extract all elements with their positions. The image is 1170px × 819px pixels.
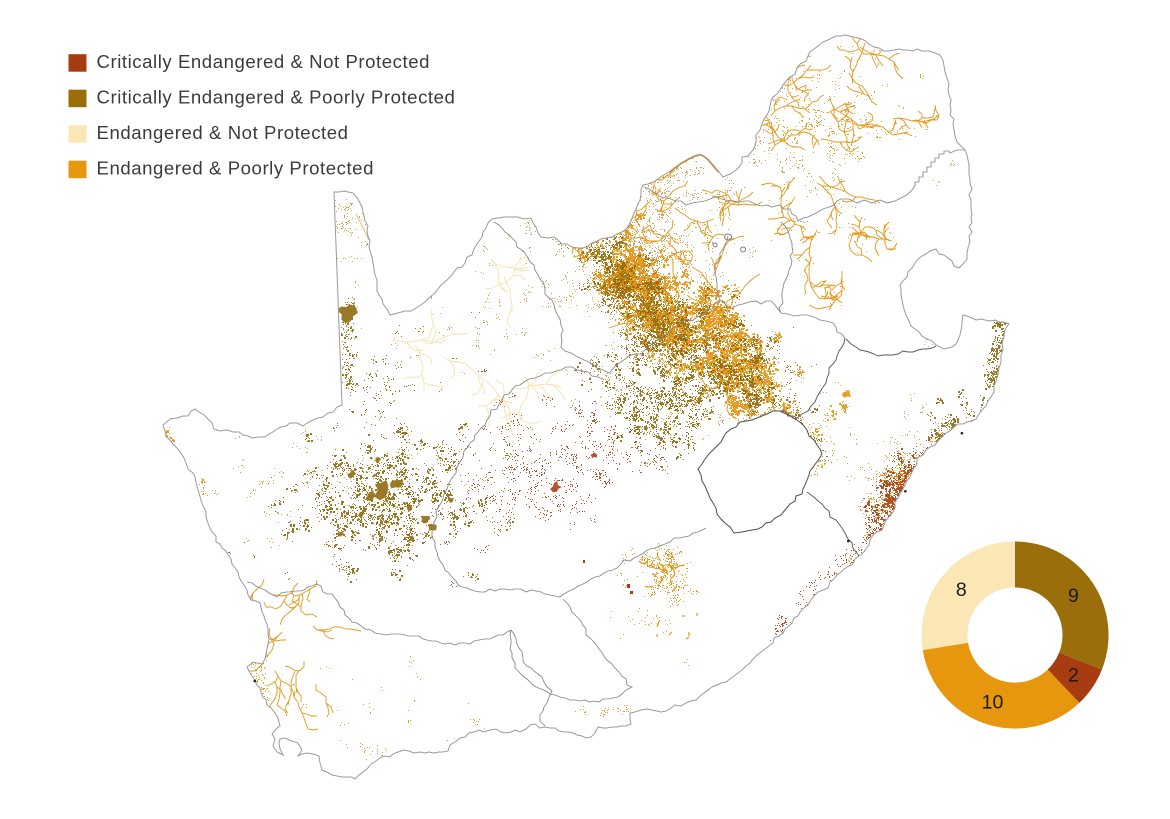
svg-text:Critically Endangered & Poorly: Critically Endangered & Poorly Protected xyxy=(97,87,456,108)
svg-text:10: 10 xyxy=(982,692,1004,714)
svg-text:Endangered & Poorly Protected: Endangered & Poorly Protected xyxy=(97,158,374,179)
svg-text:8: 8 xyxy=(956,579,967,601)
svg-text:Critically Endangered & Not Pr: Critically Endangered & Not Protected xyxy=(97,51,431,72)
svg-text:Endangered & Not Protected: Endangered & Not Protected xyxy=(97,122,349,143)
svg-text:9: 9 xyxy=(1068,585,1079,607)
svg-text:2: 2 xyxy=(1068,664,1079,686)
